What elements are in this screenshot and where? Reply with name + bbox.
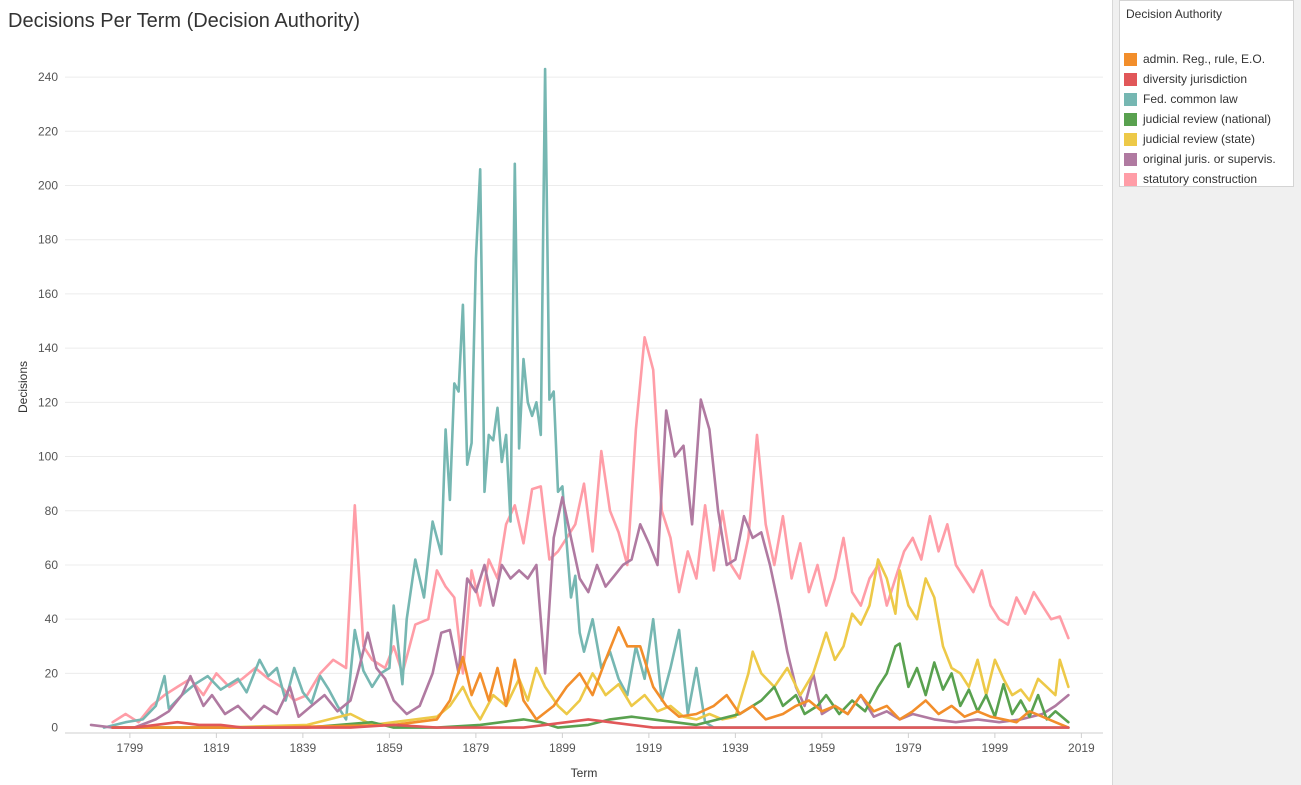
x-tick-label: 1819 (203, 741, 230, 755)
legend-swatch (1124, 112, 1137, 126)
legend-item[interactable]: diversity jurisdiction (1124, 69, 1276, 89)
y-tick-label: 220 (38, 124, 58, 138)
chart-title: Decisions Per Term (Decision Authority) (8, 10, 360, 32)
y-tick-label: 240 (38, 70, 58, 84)
x-tick-label: 1979 (895, 741, 922, 755)
legend-swatch (1124, 92, 1137, 106)
series-lines (89, 67, 1070, 729)
legend-label: original juris. or supervis. (1143, 152, 1276, 166)
legend-label: admin. Reg., rule, E.O. (1143, 52, 1266, 66)
legend-item[interactable]: Fed. common law (1124, 89, 1276, 109)
y-tick-label: 20 (45, 666, 59, 680)
y-axis-title: Decisions (16, 361, 30, 413)
legend-swatch (1124, 132, 1137, 146)
legend-swatch (1124, 152, 1137, 166)
y-tick-label: 160 (38, 287, 58, 301)
x-tick-label: 1859 (376, 741, 403, 755)
series-line-admin-reg-rule-e-o (111, 626, 1070, 729)
y-tick-label: 120 (38, 395, 58, 409)
x-tick-label: 1899 (549, 741, 576, 755)
legend-item[interactable]: original juris. or supervis. (1124, 149, 1276, 169)
legend-items: admin. Reg., rule, E.O. diversity jurisdi… (1124, 49, 1276, 189)
y-tick-label: 140 (38, 341, 58, 355)
x-tick-label: 1879 (463, 741, 490, 755)
legend-label: Fed. common law (1143, 92, 1238, 106)
series-line-diversity-jurisdiction (111, 718, 1070, 729)
y-tick-label: 0 (51, 721, 58, 735)
legend-label: diversity jurisdiction (1143, 72, 1248, 86)
legend-swatch (1124, 172, 1137, 186)
legend-swatch (1124, 72, 1137, 86)
legend-title: Decision Authority (1126, 7, 1223, 21)
y-tick-label: 200 (38, 179, 58, 193)
legend-label: judicial review (state) (1143, 132, 1256, 146)
x-tick-label: 1799 (117, 741, 144, 755)
gridlines (65, 76, 1103, 674)
x-tick-label: 1939 (722, 741, 749, 755)
x-tick-label: 1999 (982, 741, 1009, 755)
series-line-fed-common-law (102, 67, 1070, 729)
series-line-statutory-construction (111, 336, 1070, 724)
chart-plot: 0 20 40 60 80 100 120 140 160 180 200 220 240 1799 18… (16, 67, 1103, 780)
x-axis-title: Term (571, 766, 598, 780)
x-tick-label: 1839 (290, 741, 317, 755)
legend-swatch (1124, 52, 1137, 66)
y-tick-label: 180 (38, 233, 58, 247)
legend: Decision Authority admin. Reg., rule, E.… (1119, 0, 1294, 187)
legend-item[interactable]: judicial review (state) (1124, 129, 1276, 149)
legend-label: judicial review (national) (1143, 112, 1272, 126)
legend-item[interactable]: judicial review (national) (1124, 109, 1276, 129)
legend-item[interactable]: statutory construction (1124, 169, 1276, 189)
y-tick-label: 100 (38, 450, 58, 464)
y-tick-label: 80 (45, 504, 59, 518)
y-axis-ticks: 0 20 40 60 80 100 120 140 160 180 200 220 240 (38, 70, 58, 734)
x-tick-label: 2019 (1068, 741, 1095, 755)
x-axis-ticks: 1799 1819 1839 1859 1879 1899 1919 1939 1959 1979… (117, 733, 1095, 755)
legend-item[interactable]: admin. Reg., rule, E.O. (1124, 49, 1276, 69)
series-line-judicial-review-state (111, 558, 1070, 729)
x-tick-label: 1919 (636, 741, 663, 755)
y-tick-label: 40 (45, 612, 59, 626)
legend-label: statutory construction (1143, 172, 1258, 186)
x-tick-label: 1959 (809, 741, 836, 755)
y-tick-label: 60 (45, 558, 59, 572)
